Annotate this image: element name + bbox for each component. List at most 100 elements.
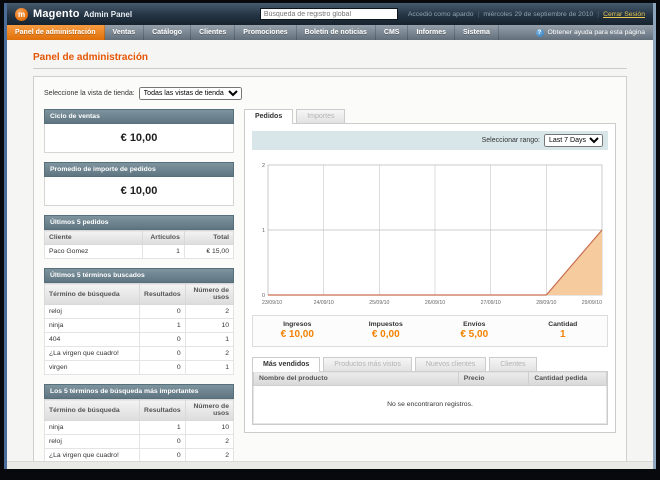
table-row[interactable]: reloj 0 2: [43, 434, 235, 449]
nav-item-cms[interactable]: CMS: [376, 25, 409, 40]
store-view-select[interactable]: Todas las vistas de tienda: [138, 87, 242, 100]
page-title: Panel de administración: [33, 52, 149, 63]
card-title: Los 5 términos de búsqueda más important…: [44, 384, 234, 399]
total-ingresos: Ingresos € 10,00: [253, 321, 342, 340]
total-cantidad: Cantidad 1: [519, 321, 608, 340]
range-label: Seleccionar rango:: [481, 137, 540, 144]
svg-text:2: 2: [262, 163, 265, 169]
nav-item-ventas[interactable]: Ventas: [105, 25, 145, 40]
help-area[interactable]: ? Obtener ayuda para esta página: [528, 25, 654, 40]
content-area: Panel de administración Seleccione la vi…: [7, 40, 653, 469]
svg-text:27/09/10: 27/09/10: [481, 300, 501, 306]
total-label: Impuestos: [368, 321, 403, 328]
svg-text:28/09/10: 28/09/10: [536, 300, 556, 306]
column-header-resultados: Resultados: [139, 399, 186, 421]
nav-item-clientes[interactable]: Clientes: [191, 25, 236, 40]
total-value: € 5,00: [460, 329, 489, 340]
logged-in-as: Accedió como apardo: [407, 10, 474, 18]
total-impuestos: Impuestos € 0,00: [342, 321, 431, 340]
lifetime-sales-card: Ciclo de ventas € 10,00: [44, 109, 234, 153]
footer-band: [7, 461, 653, 469]
bottom-tabs: Más vendidos Productos más vistos Nuevos c…: [252, 357, 608, 372]
top-search-terms-card: Los 5 términos de búsqueda más important…: [43, 384, 235, 469]
column-header-total: Total: [183, 230, 235, 245]
main-nav: Panel de administración Ventas Catálogo Cli…: [7, 25, 653, 40]
column-header-numero-de-usos: Número de usos: [184, 283, 235, 305]
column-header-articulos: Artículos: [142, 230, 185, 245]
table-row[interactable]: ¿La virgen que cuadro! 0 2: [43, 346, 235, 361]
store-view-label: Seleccione la vista de tienda:: [44, 90, 135, 97]
last-orders-card: Últimos 5 pedidos Cliente Artículos Total P…: [43, 215, 235, 259]
nav-item-panel-de-administracion[interactable]: Panel de administración: [7, 25, 105, 40]
admin-page: m Magento Admin Panel Accedió como apard…: [4, 3, 656, 469]
range-bar: Seleccionar rango: Last 7 Days: [252, 131, 608, 150]
column-header-termino-de-busqueda: Término de búsqueda: [43, 283, 141, 305]
tab-pedidos[interactable]: Pedidos: [244, 109, 294, 124]
tab-clientes[interactable]: Clientes: [489, 357, 537, 371]
help-link[interactable]: Obtener ayuda para esta página: [547, 29, 646, 36]
card-title: Promedio de importe de pedidos: [44, 162, 234, 177]
column-header-cliente: Cliente: [43, 230, 144, 245]
total-envios: Envíos € 5,00: [430, 321, 519, 340]
orders-tab-panel: Seleccionar rango: Last 7 Days 0 1 2 23/09/…: [244, 123, 616, 433]
svg-text:29/09/10: 29/09/10: [582, 300, 602, 306]
separator: |: [597, 10, 600, 18]
column-header-nombre-del-producto: Nombre del producto: [253, 371, 459, 386]
svg-text:1: 1: [262, 228, 265, 234]
tab-mas-vendidos[interactable]: Más vendidos: [252, 357, 321, 372]
nav-item-catalogo[interactable]: Catálogo: [144, 25, 192, 40]
magento-logo-icon: m: [15, 7, 28, 21]
table-row[interactable]: virgen 0 1: [43, 360, 235, 375]
column-header-numero-de-usos: Número de usos: [184, 399, 235, 421]
nav-item-boletin-de-noticias[interactable]: Boletín de noticias: [297, 25, 376, 40]
top-search-terms-table: Término de búsqueda Resultados Número de u…: [43, 399, 235, 469]
svg-text:25/09/10: 25/09/10: [369, 300, 389, 306]
header-session-info: Accedió como apardo | miércoles 29 de se…: [408, 11, 645, 18]
column-header-precio: Precio: [457, 371, 530, 386]
empty-row: No se encontraron registros.: [253, 385, 607, 424]
card-title: Últimos 5 términos buscados: [44, 268, 234, 283]
nav-item-sistema[interactable]: Sistema: [455, 25, 499, 40]
range-select[interactable]: Last 7 Days: [544, 134, 603, 147]
card-title: Últimos 5 pedidos: [44, 215, 234, 230]
table-row[interactable]: ninja 1 10: [43, 318, 235, 333]
total-label: Ingresos: [283, 321, 312, 328]
table-row[interactable]: Paco Gomez 1 € 15,00: [43, 244, 235, 259]
tab-productos-mas-vistos[interactable]: Productos más vistos: [323, 357, 412, 371]
totals-bar: Ingresos € 10,00 Impuestos € 0,00 Envíos…: [252, 315, 608, 347]
products-table: Nombre del producto Precio Cantidad pedida…: [253, 371, 607, 424]
table-row[interactable]: ninja 1 10: [43, 420, 235, 435]
table-row[interactable]: reloj 0 2: [43, 304, 235, 319]
global-search-input[interactable]: [259, 8, 398, 20]
tab-nuevos-clientes[interactable]: Nuevos clientes: [414, 357, 487, 371]
store-view-row: Seleccione la vista de tienda: Todas las…: [44, 87, 616, 100]
orders-chart: 0 1 2 23/09/10 24/09/10 25/09/10 26/09/10 27/09…: [262, 163, 603, 306]
column-header-cantidad-pedida: Cantidad pedida: [528, 371, 607, 386]
tab-importes[interactable]: Importes: [296, 109, 346, 123]
logout-link[interactable]: Cerrar Sesión: [603, 10, 645, 18]
svg-text:23/09/10: 23/09/10: [262, 300, 282, 306]
nav-item-informes[interactable]: Informes: [408, 25, 456, 40]
svg-text:0: 0: [262, 293, 265, 299]
right-column: Pedidos Importes Seleccionar rango: Last …: [244, 109, 616, 469]
total-value: € 10,00: [280, 329, 314, 340]
header-bar: m Magento Admin Panel Accedió como apard…: [7, 3, 653, 25]
total-label: Cantidad: [548, 321, 578, 328]
last-search-terms-table: Término de búsqueda Resultados Número de u…: [43, 283, 235, 375]
svg-text:26/09/10: 26/09/10: [425, 300, 445, 306]
last-search-terms-card: Últimos 5 términos buscados Término de b…: [43, 268, 235, 375]
svg-text:24/09/10: 24/09/10: [314, 300, 334, 306]
dashboard-container: Seleccione la vista de tienda: Todas las…: [33, 76, 627, 469]
last-orders-table: Cliente Artículos Total Paco Gomez 1 € 15,00: [43, 230, 235, 259]
help-icon: ?: [535, 28, 544, 37]
brand-name: Magento: [33, 8, 80, 20]
total-value: € 0,00: [371, 329, 400, 340]
chart-wrapper: 0 1 2 23/09/10 24/09/10 25/09/10 26/09/10 27/09…: [252, 157, 608, 307]
average-orders-card: Promedio de importe de pedidos € 10,00: [44, 162, 234, 206]
brand-subtitle: Admin Panel: [83, 9, 133, 19]
nav-item-promociones[interactable]: Promociones: [235, 25, 297, 40]
current-date: miércoles 29 de septiembre de 2010: [483, 10, 594, 18]
lifetime-sales-value: € 10,00: [120, 132, 158, 144]
